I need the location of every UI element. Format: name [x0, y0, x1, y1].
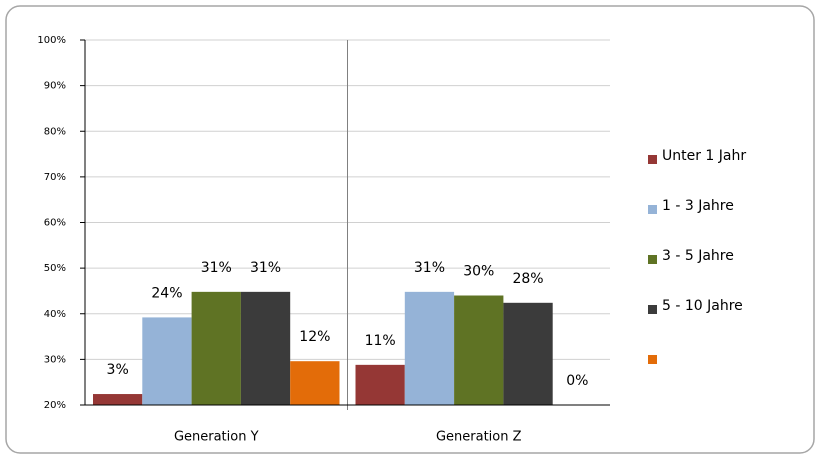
- y-tick-label: 90%: [44, 81, 66, 92]
- value-label: 31%: [414, 260, 445, 276]
- legend-label: 3 - 5 Jahre: [662, 248, 734, 264]
- bar: [191, 291, 241, 405]
- bar: [454, 295, 504, 405]
- value-label: 12%: [299, 329, 330, 345]
- bar: [240, 291, 291, 405]
- value-label: 31%: [250, 260, 281, 276]
- legend-label: 1 - 3 Jahre: [662, 198, 734, 214]
- bar: [355, 364, 405, 405]
- bar: [93, 394, 143, 405]
- y-tick-label: 70%: [44, 172, 66, 183]
- y-tick-label: 80%: [44, 126, 66, 137]
- legend-swatch: [648, 205, 657, 214]
- y-tick-label: 60%: [44, 218, 66, 229]
- y-tick-label: 50%: [44, 263, 66, 274]
- legend-swatch: [648, 255, 657, 264]
- value-label: 31%: [201, 260, 232, 276]
- value-label: 24%: [151, 285, 182, 301]
- x-tick-label: Generation Y: [174, 430, 259, 445]
- y-tick-label: 100%: [37, 35, 66, 46]
- y-tick-label: 30%: [44, 354, 66, 365]
- value-label: 0%: [566, 373, 588, 389]
- bar: [404, 291, 455, 405]
- legend-swatch: [648, 355, 657, 364]
- bar: [142, 317, 192, 405]
- value-label: 11%: [365, 333, 396, 349]
- legend-label: 5 - 10 Jahre: [662, 298, 743, 314]
- legend-swatch: [648, 305, 657, 314]
- y-tick-label: 20%: [44, 400, 66, 411]
- x-tick-label: Generation Z: [436, 430, 522, 445]
- value-label: 28%: [512, 271, 543, 287]
- legend-label: Unter 1 Jahr: [662, 148, 746, 164]
- value-label: 3%: [107, 362, 129, 378]
- bar: [290, 361, 340, 405]
- legend-swatch: [648, 155, 657, 164]
- value-label: 30%: [463, 264, 494, 280]
- bar: [503, 302, 553, 405]
- y-tick-label: 40%: [44, 309, 66, 320]
